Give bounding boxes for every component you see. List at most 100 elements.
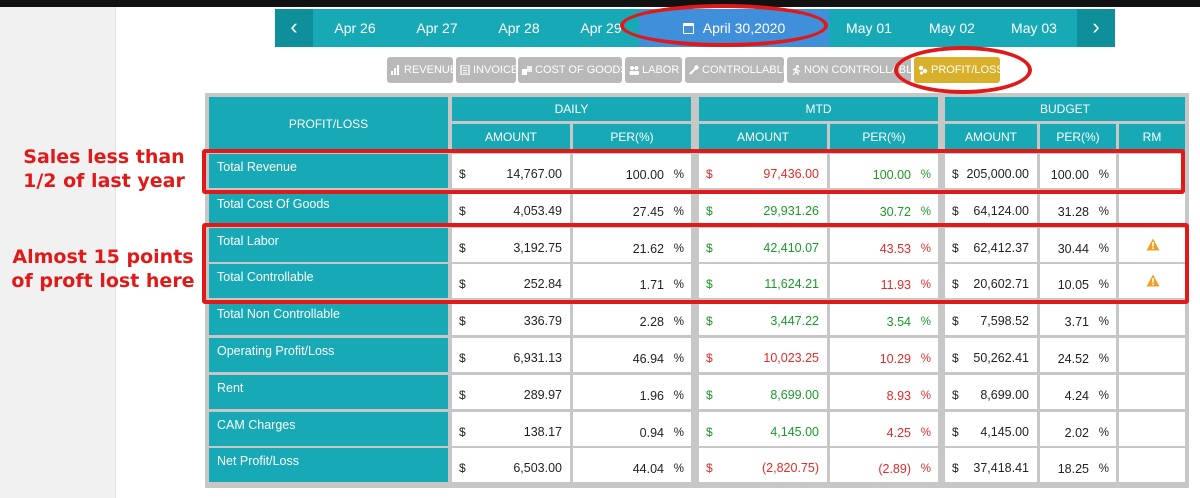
budget-amount-cell: $20,602.71 <box>945 264 1037 298</box>
percent-sign: % <box>1098 316 1109 328</box>
currency-sign: $ <box>952 167 959 181</box>
budget-amount: 205,000.00 <box>966 167 1029 181</box>
mtd-percent-cell: 8.93% <box>830 375 938 409</box>
daily-percent: 46.94 <box>632 352 664 366</box>
date-item[interactable]: Apr 27 <box>416 20 458 36</box>
row-label: Total Non Controllable <box>209 301 448 335</box>
currency-sign: $ <box>952 388 959 402</box>
chevron-left-icon: ‹ <box>290 14 298 39</box>
currency-sign: $ <box>952 461 959 475</box>
date-navigation-bar: ‹ Apr 26 Apr 27 Apr 28 Apr 29 April 30,2… <box>275 9 1115 47</box>
column-header: AMOUNT <box>945 124 1037 151</box>
currency-sign: $ <box>459 277 466 291</box>
tab-non-controllable[interactable]: NON CONTROLLABLE <box>787 57 911 83</box>
mtd-amount: 42,410.07 <box>763 241 819 255</box>
daily-amount-cell: $14,767.00 <box>452 154 570 188</box>
percent-sign: % <box>920 279 931 291</box>
column-header: PER(%) <box>573 124 691 151</box>
daily-amount-cell: $3,192.75 <box>452 228 570 262</box>
budget-percent-cell: 18.25% <box>1040 448 1116 482</box>
percent-sign: % <box>920 353 931 365</box>
percent-sign: % <box>673 463 684 475</box>
budget-percent-cell: 30.44% <box>1040 228 1116 262</box>
rm-cell <box>1119 301 1185 335</box>
currency-sign: $ <box>706 204 713 218</box>
mtd-percent-cell: 3.54% <box>830 301 938 335</box>
mtd-percent: (2.89) <box>878 462 911 476</box>
mtd-percent-cell: 30.72% <box>830 191 938 225</box>
row-label: Rent <box>209 375 448 409</box>
daily-amount: 252.84 <box>523 277 562 291</box>
mtd-amount: 3,447.22 <box>770 314 819 328</box>
mtd-percent-cell: 10.29% <box>830 338 938 372</box>
group-header-daily: DAILY <box>452 97 691 121</box>
tab-profit-loss[interactable]: PROFIT/LOSS <box>914 57 1000 83</box>
currency-sign: $ <box>706 241 713 255</box>
mtd-amount-cell: $42,410.07 <box>699 228 827 262</box>
daily-percent: 1.71 <box>639 278 664 292</box>
daily-percent-cell: 46.94% <box>573 338 691 372</box>
percent-sign: % <box>1098 279 1109 291</box>
budget-percent: 10.05 <box>1057 278 1089 292</box>
currency-sign: $ <box>706 314 713 328</box>
budget-amount: 50,262.41 <box>973 351 1029 365</box>
tab-invoice[interactable]: INVOICE <box>456 57 516 83</box>
budget-percent: 100.00 <box>1050 168 1089 182</box>
date-item[interactable]: May 02 <box>929 20 975 36</box>
wrench-icon <box>689 65 699 75</box>
currency-sign: $ <box>459 241 466 255</box>
percent-sign: % <box>1098 206 1109 218</box>
annotation-sales-note: Sales less than 1/2 of last year <box>23 146 185 192</box>
row-label: CAM Charges <box>209 412 448 446</box>
budget-amount: 62,412.37 <box>973 241 1029 255</box>
budget-amount: 7,598.52 <box>980 314 1029 328</box>
tab-controllable[interactable]: CONTROLLABLE <box>685 57 784 83</box>
tab-cost-of-goods[interactable]: COST OF GOODS <box>518 57 622 83</box>
top-bar <box>0 0 1200 7</box>
daily-amount: 6,931.13 <box>513 351 562 365</box>
next-date-button[interactable]: › <box>1077 9 1115 47</box>
date-item[interactable]: May 03 <box>1011 20 1057 36</box>
document-icon <box>460 65 470 75</box>
date-item[interactable]: Apr 28 <box>498 20 540 36</box>
column-header: PER(%) <box>1040 124 1116 151</box>
column-header: PER(%) <box>830 124 938 151</box>
date-item[interactable]: Apr 29 <box>580 20 622 36</box>
column-header: AMOUNT <box>452 124 570 151</box>
percent-sign: % <box>920 169 931 181</box>
rm-cell <box>1119 375 1185 409</box>
mtd-percent: 10.29 <box>879 352 911 366</box>
tab-labor[interactable]: LABOR <box>625 57 682 83</box>
budget-percent: 4.24 <box>1064 389 1089 403</box>
mtd-percent-cell: 4.25% <box>830 412 938 446</box>
rm-cell <box>1119 448 1185 482</box>
mtd-percent: 100.00 <box>872 168 911 182</box>
warning-icon[interactable] <box>1146 274 1160 287</box>
percent-sign: % <box>920 463 931 475</box>
boxes-icon <box>522 66 532 75</box>
daily-amount: 336.79 <box>523 314 562 328</box>
daily-percent-cell: 1.96% <box>573 375 691 409</box>
column-header: AMOUNT <box>699 124 827 151</box>
rm-cell <box>1119 338 1185 372</box>
date-item[interactable]: Apr 26 <box>334 20 376 36</box>
mtd-amount: 29,931.26 <box>763 204 819 218</box>
budget-amount: 37,418.41 <box>973 461 1029 475</box>
percent-sign: % <box>673 279 684 291</box>
row-label: Net Profit/Loss <box>209 448 448 482</box>
currency-sign: $ <box>952 241 959 255</box>
selected-date[interactable]: April 30,2020 <box>639 9 829 47</box>
tab-revenue[interactable]: REVENUE <box>387 57 453 83</box>
chevron-right-icon: › <box>1092 14 1100 39</box>
warning-icon[interactable] <box>1146 238 1160 251</box>
daily-percent: 27.45 <box>632 205 664 219</box>
rm-cell <box>1119 191 1185 225</box>
date-item[interactable]: May 01 <box>846 20 892 36</box>
tab-label: INVOICE <box>473 64 516 76</box>
tab-label: NON CONTROLLABLE <box>804 64 911 76</box>
budget-amount: 4,145.00 <box>980 425 1029 439</box>
tab-label: COST OF GOODS <box>535 64 622 76</box>
group-header-mtd: MTD <box>699 97 938 121</box>
coins-icon <box>918 65 928 75</box>
prev-date-button[interactable]: ‹ <box>275 9 313 47</box>
